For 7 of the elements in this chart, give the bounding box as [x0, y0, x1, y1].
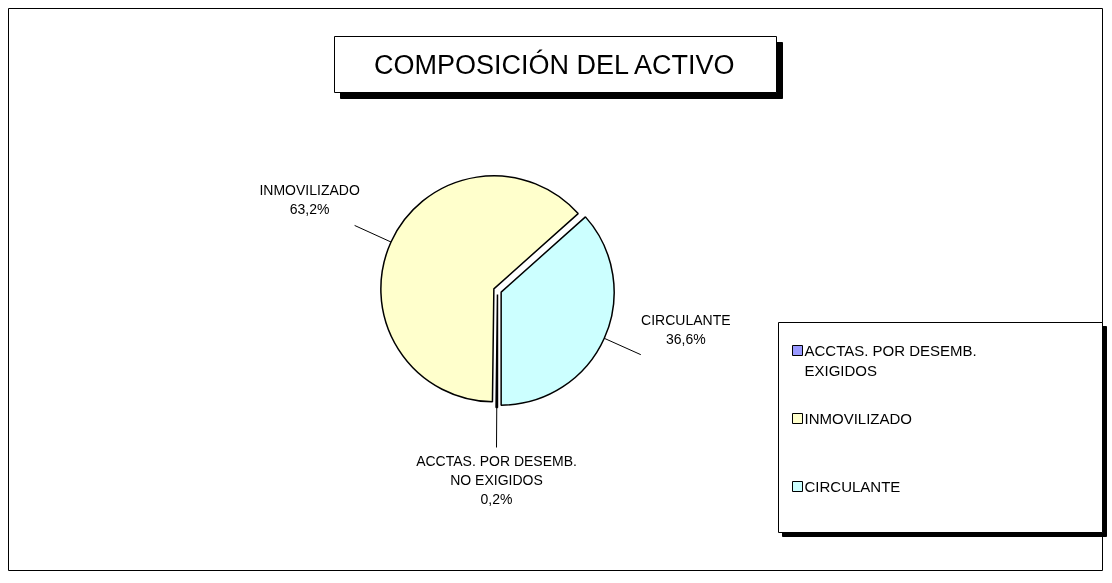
- chart-title: COMPOSICIÓN DEL ACTIVO: [373, 48, 735, 80]
- data-label: INMOVILIZADO 63,2%: [259, 182, 360, 218]
- data-label: ACCTAS. POR DESEMB. NO EXIGIDOS 0,2%: [416, 453, 577, 508]
- data-label: CIRCULANTE 36,6%: [641, 311, 731, 347]
- legend-label: INMOVILIZADO: [804, 410, 913, 427]
- legend-label: CIRCULANTE: [804, 478, 901, 495]
- legend-label: ACCTAS. POR DESEMB. EXIGIDOS: [804, 342, 977, 379]
